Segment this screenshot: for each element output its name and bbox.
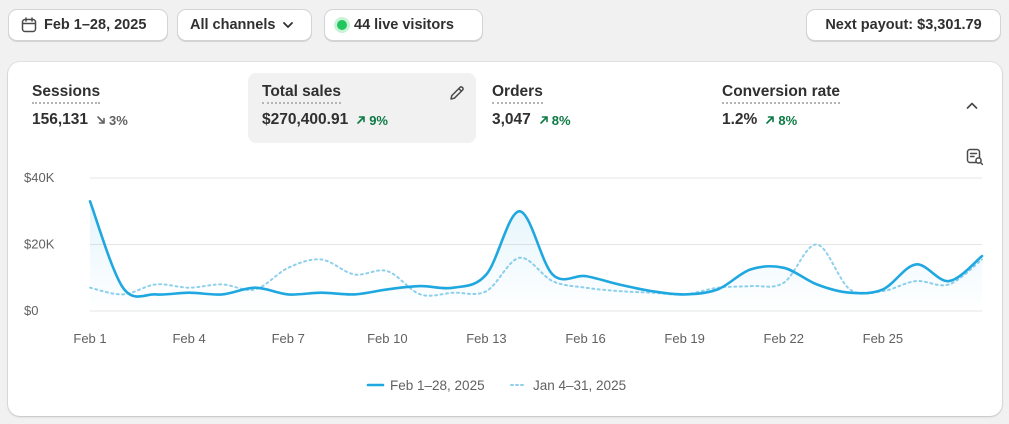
next-payout-label: Next payout: $3,301.79 (825, 17, 982, 33)
series-line-current[interactable] (88, 200, 984, 298)
live-status-icon (337, 20, 347, 30)
metric-delta: 3% (96, 113, 128, 128)
channels-dropdown[interactable]: All channels (177, 9, 312, 41)
y-tick-label: $20K (24, 237, 55, 252)
legend-label-comparison: Jan 4–31, 2025 (533, 378, 626, 393)
date-range-label: Feb 1–28, 2025 (44, 17, 147, 33)
arrow-up-right-icon (357, 116, 366, 124)
arrow-down-right-icon (97, 116, 105, 124)
metric-delta-value: 9% (369, 112, 388, 128)
date-range-button[interactable]: Feb 1–28, 2025 (8, 9, 168, 41)
x-tick-label: Feb 16 (565, 331, 605, 346)
x-tick-label: Feb 22 (764, 331, 804, 346)
analytics-card: Sessions 156,131 3% Total sales $270,400… (8, 62, 1002, 416)
metric-delta-value: 3% (109, 112, 128, 128)
next-payout-button[interactable]: Next payout: $3,301.79 (806, 9, 1001, 41)
metric-delta: 9% (356, 113, 388, 128)
y-tick-label: $40K (24, 170, 55, 185)
pencil-icon[interactable] (448, 84, 466, 102)
metric-delta: 8% (539, 113, 571, 128)
metric-label: Total sales (262, 83, 341, 104)
x-tick-label: Feb 10 (367, 331, 407, 346)
metric-conversion-rate[interactable]: Conversion rate 1.2% 8% (708, 73, 936, 143)
legend-label-current: Feb 1–28, 2025 (390, 378, 485, 393)
metric-delta-value: 8% (551, 112, 571, 128)
chart-explore-icon[interactable] (966, 148, 984, 166)
metric-value: 156,131 (32, 111, 89, 128)
x-tick-label: Feb 19 (664, 331, 704, 346)
metric-sessions[interactable]: Sessions 156,131 3% (18, 73, 246, 143)
live-visitors-button[interactable]: 44 live visitors (324, 9, 483, 41)
metric-label: Orders (492, 83, 543, 104)
metric-orders[interactable]: Orders 3,047 8% (478, 73, 706, 143)
metric-delta-value: 8% (778, 112, 798, 128)
x-tick-label: Feb 13 (466, 331, 506, 346)
sales-line-chart: $0 $20K $40K Feb 1 Feb 4 Feb 7 Feb 10 Feb 13 Feb… (24, 170, 984, 393)
metric-delta: 8% (765, 113, 797, 128)
live-visitors-label: 44 live visitors (354, 17, 454, 33)
calendar-icon (21, 17, 37, 33)
metric-value: 1.2% (722, 111, 758, 128)
metric-value: $270,400.91 (262, 111, 349, 128)
metric-total-sales[interactable]: Total sales $270,400.91 9% (248, 73, 476, 143)
channels-label: All channels (190, 17, 276, 33)
y-tick-label: $0 (24, 303, 38, 318)
x-tick-label: Feb 25 (863, 331, 903, 346)
x-tick-label: Feb 4 (172, 331, 205, 346)
series-line-comparison[interactable] (89, 243, 983, 297)
arrow-up-right-icon (539, 116, 548, 124)
chevron-up-icon[interactable] (964, 98, 980, 114)
metric-value: 3,047 (492, 111, 531, 128)
chevron-down-icon (283, 22, 294, 28)
metric-label: Sessions (32, 83, 101, 104)
metric-label: Conversion rate (722, 83, 841, 104)
x-tick-label: Feb 1 (73, 331, 106, 346)
x-tick-label: Feb 7 (272, 331, 305, 346)
series-area-fill (90, 201, 982, 311)
arrow-up-right-icon (766, 116, 775, 124)
